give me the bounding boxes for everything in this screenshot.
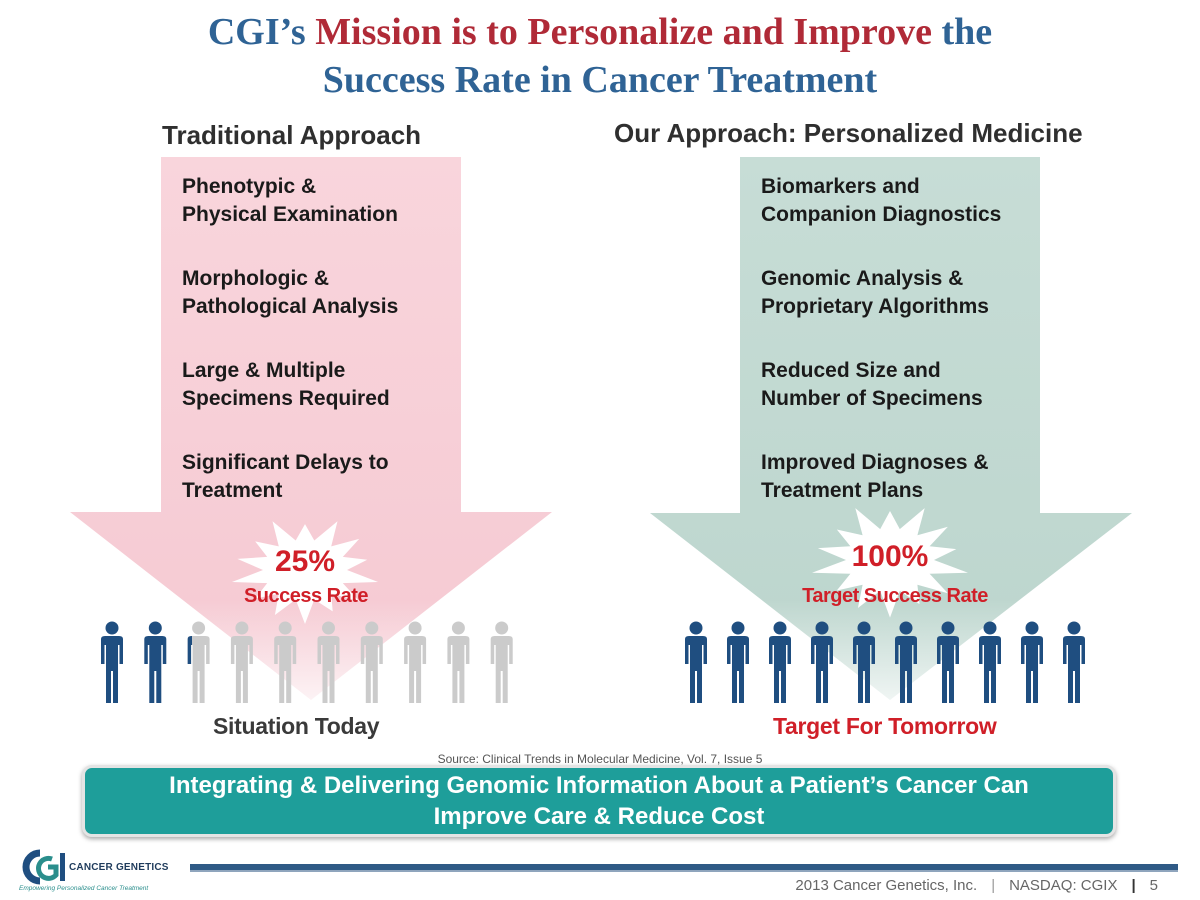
list-item: Improved Diagnoses & Treatment Plans	[761, 451, 989, 502]
slide-title: CGI’s Mission is to Personalize and Impr…	[0, 8, 1200, 104]
title-line-2: Success Rate in Cancer Treatment	[322, 59, 878, 101]
person-icon	[853, 621, 875, 703]
person-icon	[274, 621, 297, 703]
person-icon	[187, 636, 193, 664]
starburst-right	[812, 508, 968, 618]
title-part-the: the	[931, 11, 993, 53]
person-icon	[187, 621, 210, 703]
logo-tagline: Empowering Personalized Cancer Treatment	[19, 885, 149, 892]
starburst-left	[231, 521, 379, 624]
personalized-medicine-arrow	[650, 157, 1132, 700]
cgi-logo-icon	[22, 849, 65, 885]
person-icon	[404, 621, 427, 703]
success-rate-value: 25%	[274, 545, 336, 578]
people-row-right	[685, 621, 1085, 703]
target-success-rate-value: 100%	[851, 540, 929, 573]
slide-footer: 2013 Cancer Genetics, Inc. | NASDAQ: CGIX |…	[0, 877, 1158, 894]
person-icon	[937, 621, 959, 703]
list-item: Genomic Analysis & Proprietary Algorithm…	[761, 267, 989, 318]
person-icon	[979, 621, 1001, 703]
success-rate-label: Success Rate	[243, 585, 369, 607]
logo-company-name: CANCER GENETICS	[69, 862, 169, 873]
company-logo: CANCER GENETICS Empowering Personalized …	[18, 849, 198, 895]
list-item: Morphologic & Pathological Analysis	[182, 267, 399, 318]
source-citation: Source: Clinical Trends in Molecular Med…	[437, 752, 763, 766]
person-icon	[490, 621, 513, 703]
person-icon	[769, 621, 791, 703]
person-icon	[101, 621, 123, 703]
list-item: Biomarkers and Companion Diagnostics	[761, 175, 1002, 226]
traditional-approach-arrow	[70, 157, 552, 700]
person-icon	[360, 621, 383, 703]
situation-today-caption: Situation Today	[213, 713, 380, 739]
list-item: Significant Delays to Treatment	[182, 451, 389, 502]
list-item: Reduced Size and Number of Specimens	[761, 359, 983, 410]
footer-copyright: 2013 Cancer Genetics, Inc.	[795, 877, 978, 894]
list-item: Large & Multiple Specimens Required	[182, 359, 390, 410]
target-success-rate-label: Target Success Rate	[802, 585, 988, 607]
arrow-fade	[640, 600, 1140, 710]
person-icon	[895, 621, 917, 703]
title-part-company: CGI’s	[207, 11, 316, 53]
page-number: 5	[1149, 877, 1158, 894]
title-part-mission: Mission is to Personalize and Improve	[315, 11, 932, 53]
personalized-medicine-list: Biomarkers and Companion Diagnostics Gen…	[761, 173, 1051, 541]
person-icon	[1063, 621, 1085, 703]
target-for-tomorrow-caption: Target For Tomorrow	[773, 713, 997, 739]
person-icon	[447, 621, 470, 703]
person-partial-highlight	[187, 636, 193, 664]
person-icon	[727, 621, 749, 703]
person-icon	[685, 621, 707, 703]
footer-ticker: NASDAQ: CGIX	[1009, 877, 1118, 894]
person-icon	[317, 621, 340, 703]
traditional-approach-list: Phenotypic & Physical Examination Morpho…	[182, 173, 472, 541]
key-message-banner: Integrating & Delivering Genomic Informa…	[82, 765, 1116, 837]
footer-separator: |	[991, 877, 996, 894]
people-row-left	[101, 621, 513, 703]
banner-text: Integrating & Delivering Genomic Informa…	[169, 772, 1029, 830]
person-icon	[811, 621, 833, 703]
list-item: Phenotypic & Physical Examination	[182, 175, 398, 226]
person-icon	[144, 621, 167, 703]
person-icon	[230, 621, 253, 703]
person-icon	[1021, 621, 1043, 703]
footer-divider	[190, 864, 1178, 872]
traditional-approach-heading: Traditional Approach	[162, 120, 422, 150]
footer-separator: |	[1131, 877, 1136, 894]
personalized-medicine-heading: Our Approach: Personalized Medicine	[614, 118, 1083, 148]
